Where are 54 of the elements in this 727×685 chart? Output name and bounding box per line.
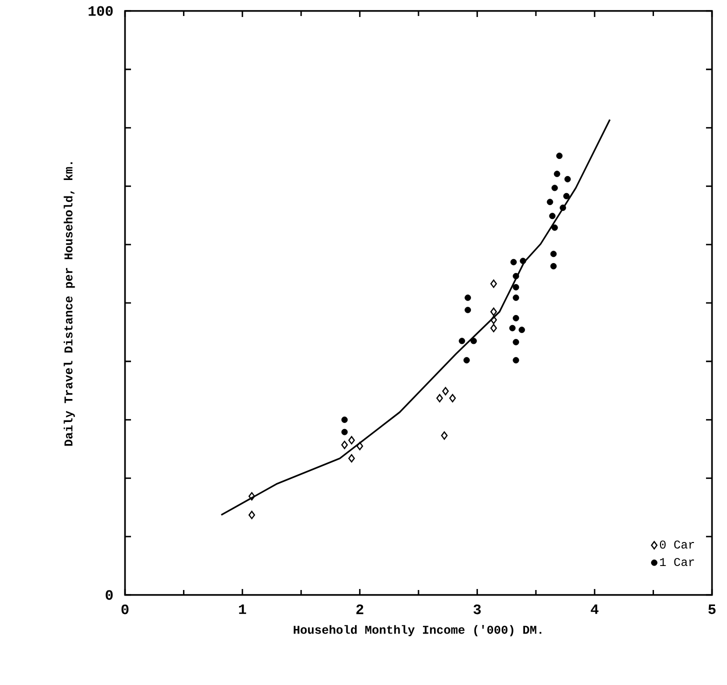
point bbox=[518, 326, 526, 334]
x-tick-label: 0 bbox=[122, 604, 128, 614]
point bbox=[512, 357, 520, 364]
x-tick-label: 1 bbox=[239, 604, 246, 614]
point bbox=[546, 198, 554, 206]
point bbox=[512, 272, 520, 280]
point bbox=[470, 338, 477, 344]
point bbox=[509, 324, 516, 332]
point bbox=[490, 308, 497, 316]
point bbox=[510, 258, 517, 266]
point bbox=[549, 212, 556, 220]
point bbox=[520, 258, 526, 264]
x-tick-label: 2 bbox=[356, 604, 364, 614]
point bbox=[458, 338, 466, 344]
point bbox=[248, 492, 256, 500]
line-series bbox=[220, 118, 611, 516]
point bbox=[464, 294, 471, 301]
point bbox=[490, 280, 497, 288]
point bbox=[348, 454, 355, 463]
point bbox=[560, 204, 566, 211]
legend-label: 1 Car bbox=[660, 558, 694, 566]
x-tick-label: 4 bbox=[590, 604, 598, 614]
point bbox=[556, 152, 563, 160]
point bbox=[564, 176, 571, 182]
y-axis-title: Daily Travel Distance per Household, km. bbox=[64, 162, 75, 446]
point bbox=[341, 440, 348, 450]
point bbox=[490, 316, 497, 324]
point bbox=[552, 224, 558, 231]
point bbox=[490, 324, 497, 332]
point bbox=[554, 170, 560, 178]
point bbox=[512, 294, 520, 301]
point bbox=[341, 428, 348, 436]
legend-label: 0 Car bbox=[660, 540, 694, 549]
point bbox=[348, 436, 355, 444]
x-tick-label: 5 bbox=[708, 604, 716, 614]
point bbox=[441, 431, 448, 440]
point bbox=[550, 250, 557, 258]
point bbox=[552, 184, 558, 192]
point bbox=[512, 338, 520, 346]
point bbox=[341, 416, 348, 423]
point bbox=[463, 357, 470, 364]
x-tick-label: 3 bbox=[474, 604, 481, 614]
point bbox=[356, 442, 364, 450]
point bbox=[248, 510, 256, 520]
point bbox=[550, 263, 557, 270]
point bbox=[449, 394, 456, 402]
point bbox=[464, 306, 471, 314]
point bbox=[563, 192, 570, 200]
point bbox=[442, 386, 449, 396]
point bbox=[512, 314, 520, 322]
y-tick-label: 100 bbox=[88, 6, 113, 16]
point bbox=[436, 394, 443, 402]
point bbox=[512, 284, 520, 290]
x-axis-title: Household Monthly Income ('000) DM. bbox=[294, 625, 542, 636]
